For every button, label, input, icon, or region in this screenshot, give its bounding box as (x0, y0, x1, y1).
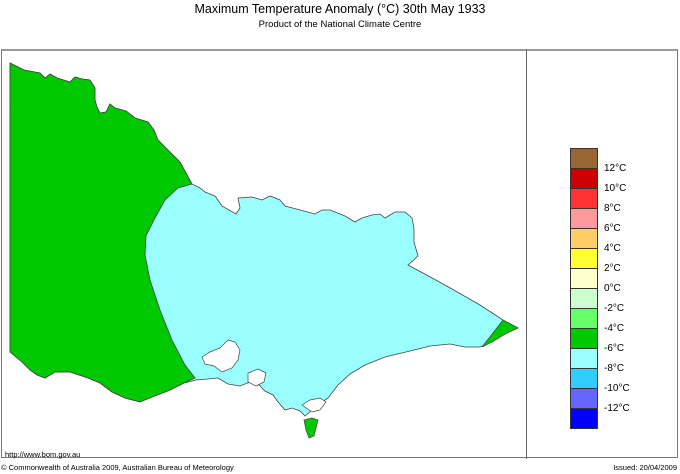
legend-swatch (570, 169, 598, 189)
legend-swatch (570, 349, 598, 369)
legend-tick: 4°C (604, 243, 621, 254)
western-port (247, 368, 267, 387)
legend-tick: 10°C (604, 183, 627, 194)
legend-swatch (570, 369, 598, 389)
wilsons-promontory (303, 417, 319, 439)
bom-url-link[interactable]: http://www.bom.gov.au (5, 450, 81, 459)
legend-swatch (570, 269, 598, 289)
legend-tick: -12°C (604, 403, 630, 414)
legend-swatch (570, 148, 598, 169)
issued-date: Issued: 20/04/2009 (613, 463, 677, 472)
legend-tick: -8°C (604, 363, 625, 374)
legend-swatch (570, 289, 598, 309)
east-gippsland-tip (481, 319, 519, 348)
legend-tick: 8°C (604, 203, 621, 214)
legend-swatch (570, 389, 598, 409)
legend-swatch (570, 249, 598, 269)
legend-divider (526, 50, 527, 459)
corner-inlet (301, 397, 327, 413)
legend-swatch (570, 409, 598, 429)
western-region (9, 62, 196, 403)
legend-tick: -10°C (604, 383, 630, 394)
legend-tick: 6°C (604, 223, 621, 234)
map-frame (1, 49, 678, 458)
legend-tick: -2°C (604, 303, 625, 314)
legend-tick: -4°C (604, 323, 625, 334)
color-legend (570, 148, 598, 429)
copyright-notice: © Commonwealth of Australia 2009, Austra… (1, 463, 234, 472)
legend-swatch (570, 209, 598, 229)
legend-tick: -6°C (604, 343, 625, 354)
legend-swatch (570, 309, 598, 329)
legend-tick: 0°C (604, 283, 621, 294)
legend-swatch (570, 189, 598, 209)
legend-tick: 2°C (604, 263, 621, 274)
map-subtitle: Product of the National Climate Centre (258, 19, 422, 30)
port-phillip-bay (201, 339, 241, 373)
legend-swatch (570, 229, 598, 249)
legend-tick: 12°C (604, 163, 627, 174)
legend-swatch (570, 329, 598, 349)
map-title: Maximum Temperature Anomaly (°C) 30th Ma… (194, 2, 486, 16)
